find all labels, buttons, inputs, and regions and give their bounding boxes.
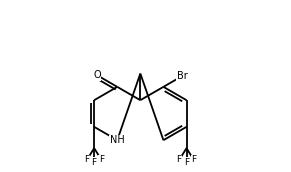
Text: F: F <box>184 158 189 166</box>
Text: F: F <box>92 158 97 166</box>
Text: F: F <box>191 155 196 164</box>
Text: Br: Br <box>177 71 188 81</box>
Text: F: F <box>84 155 89 164</box>
Text: O: O <box>93 70 101 80</box>
Text: F: F <box>99 155 104 164</box>
Text: NH: NH <box>110 135 125 145</box>
Text: F: F <box>177 155 182 164</box>
